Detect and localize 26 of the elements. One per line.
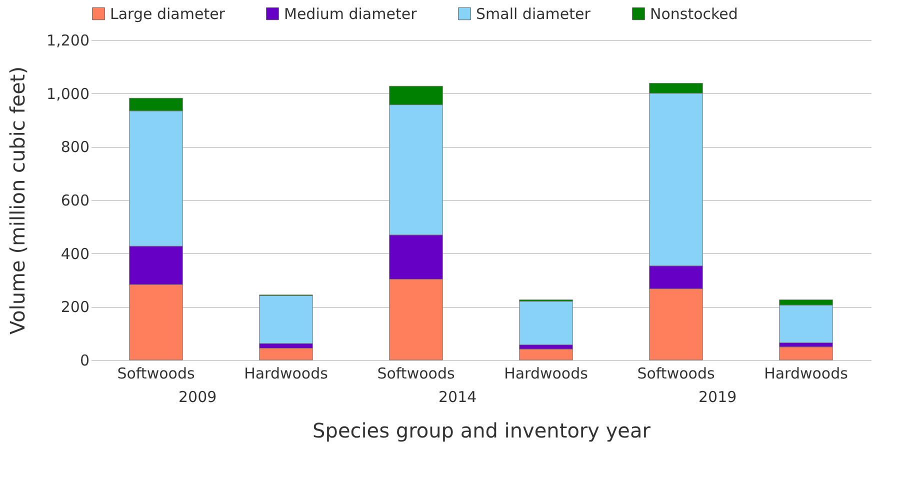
- legend-label: Large diameter: [110, 4, 226, 23]
- legend-label: Small diameter: [476, 4, 592, 23]
- legend-label: Medium diameter: [284, 4, 418, 23]
- bar: [519, 301, 573, 346]
- x-tick-label: Hardwoods: [504, 364, 588, 382]
- bar: [779, 346, 833, 360]
- bar: [259, 348, 313, 360]
- x-tick-label: Softwoods: [117, 364, 195, 382]
- x-axis-title: Species group and inventory year: [312, 418, 652, 442]
- text: 2009: [178, 388, 217, 406]
- x-tick-label: Softwoods: [377, 364, 455, 382]
- y-tick-label: 1,200: [46, 32, 90, 50]
- y-tick-label: 0: [80, 352, 90, 370]
- legend-label: Nonstocked: [650, 4, 738, 23]
- x-tick-label: Hardwoods: [764, 364, 848, 382]
- x-tick-label: Hardwoods: [244, 364, 328, 382]
- y-axis-title: Volume (million cubic feet): [6, 66, 30, 335]
- x-tick-label: Softwoods: [637, 364, 715, 382]
- y-tick-label: 1,000: [46, 84, 90, 103]
- y-tick-label: 600: [60, 192, 90, 210]
- y-tick-label: 800: [60, 138, 90, 156]
- y-tick-label: 400: [60, 244, 90, 263]
- y-tick-label: 200: [60, 298, 90, 316]
- text: 2014: [438, 388, 477, 406]
- text: 2019: [698, 388, 737, 406]
- bar: [519, 348, 573, 360]
